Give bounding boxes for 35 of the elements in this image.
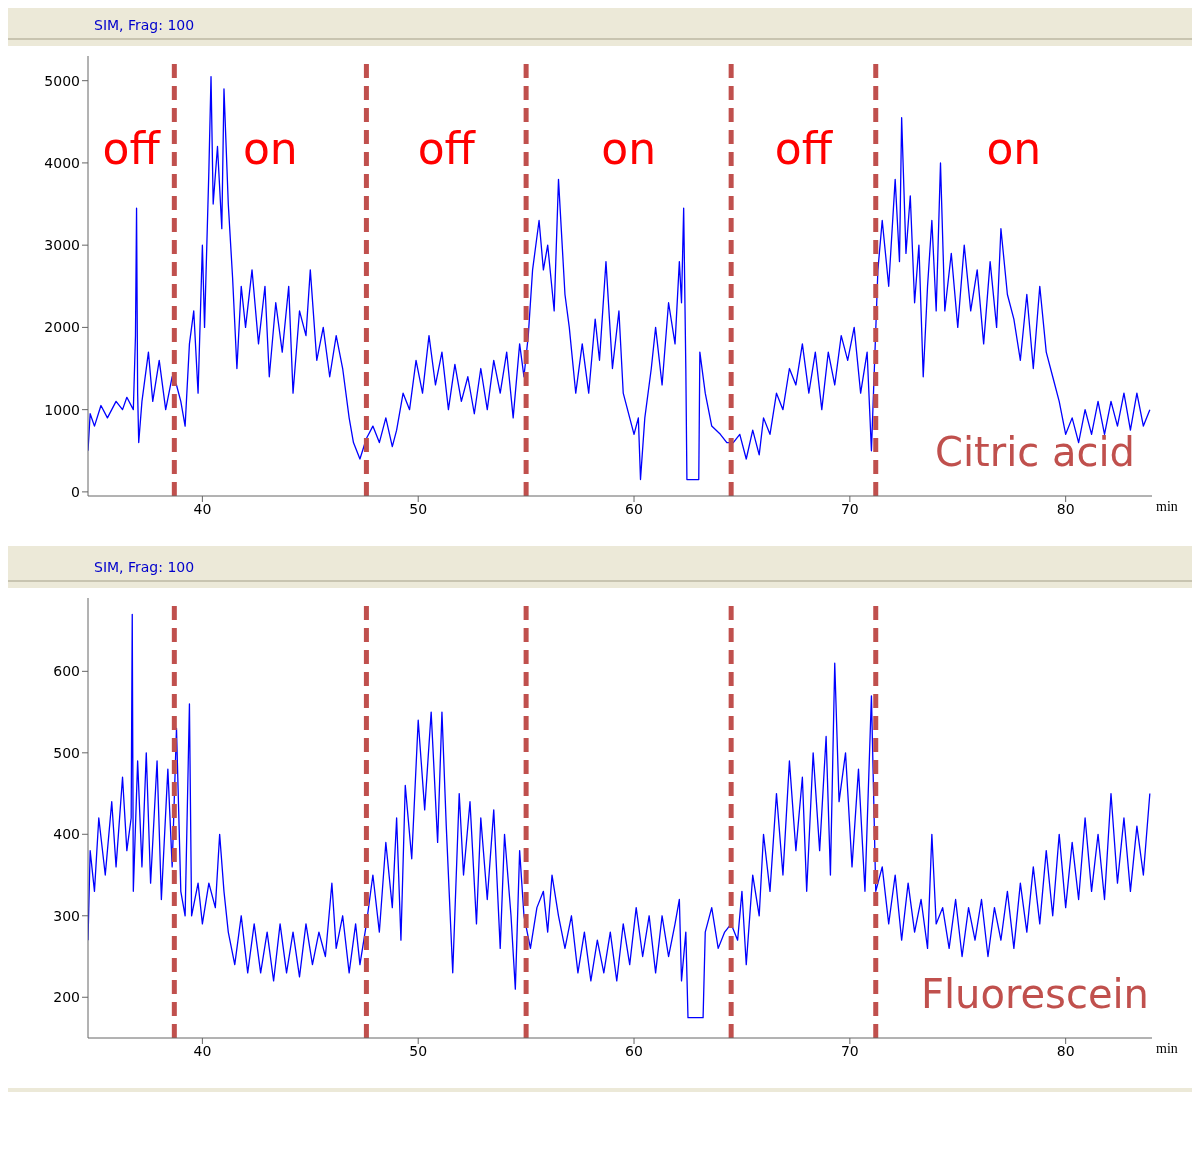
x-tick-label: 50 xyxy=(409,1042,428,1059)
x-tick-label: 60 xyxy=(625,500,643,517)
y-tick-label: 3000 xyxy=(44,237,80,254)
x-tick-label: 40 xyxy=(193,1042,212,1059)
line-series xyxy=(88,613,1151,1019)
x-tick-label: 70 xyxy=(840,1042,859,1059)
annotation: off xyxy=(417,123,477,175)
y-tick-label: 0 xyxy=(71,483,80,500)
x-tick-label: 80 xyxy=(1056,1042,1075,1059)
x-tick-label: 40 xyxy=(193,500,212,517)
x-axis-title: min xyxy=(1156,1040,1178,1056)
x-tick-label: 80 xyxy=(1056,500,1075,517)
annotation: off xyxy=(102,123,162,175)
y-tick-label: 2000 xyxy=(44,319,80,336)
annotation: off xyxy=(774,123,834,175)
annotation: Fluorescein xyxy=(920,971,1149,1018)
y-tick-label: 5000 xyxy=(44,72,80,89)
y-tick-label: 1000 xyxy=(44,401,80,418)
annotation: on xyxy=(986,123,1042,175)
x-axis-title: min xyxy=(1156,498,1178,514)
x-tick-label: 50 xyxy=(409,500,428,517)
x-tick-label: 60 xyxy=(625,1042,643,1059)
y-tick-label: 500 xyxy=(53,744,80,761)
line-series xyxy=(88,75,1151,481)
annotation: on xyxy=(601,123,657,175)
y-tick-label: 4000 xyxy=(44,154,80,171)
y-tick-label: 200 xyxy=(53,989,80,1006)
y-tick-label: 400 xyxy=(53,826,80,843)
y-tick-label: 300 xyxy=(53,907,80,924)
annotation: on xyxy=(242,123,298,175)
x-tick-label: 70 xyxy=(840,500,859,517)
chart-subtitle: SIM, Frag: 100 xyxy=(8,12,1192,40)
y-tick-label: 600 xyxy=(53,663,80,680)
chart-subtitle: SIM, Frag: 100 xyxy=(8,554,1192,582)
annotation: Citric acid xyxy=(934,429,1135,476)
